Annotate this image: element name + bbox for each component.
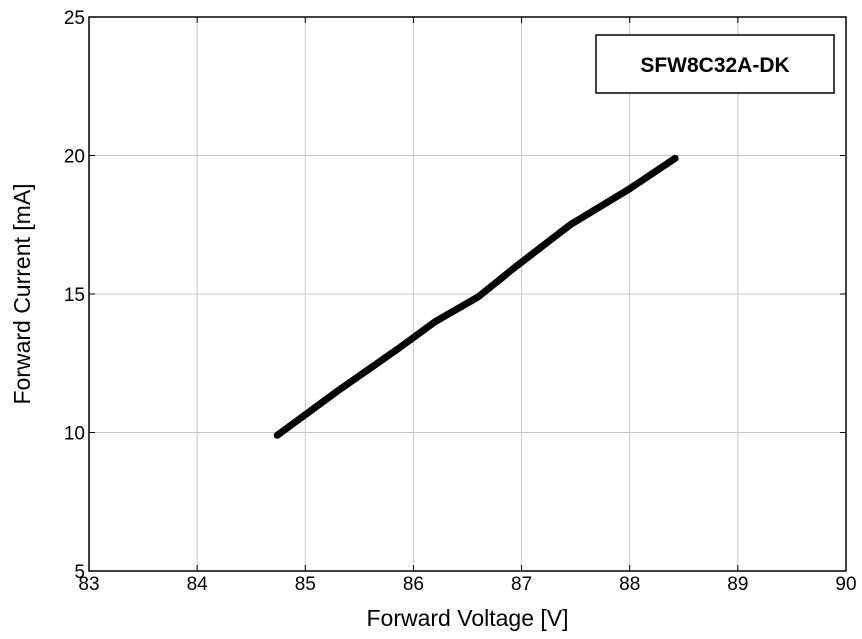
x-tick-label: 83: [78, 574, 99, 595]
legend-box: [595, 34, 835, 94]
y-tick-label: 10: [64, 424, 85, 445]
x-tick-label: 85: [295, 574, 316, 595]
legend: SFW8C32A-DK: [595, 34, 835, 94]
y-axis-title: Forward Current [mA]: [9, 183, 35, 404]
y-tick-label: 25: [64, 8, 85, 29]
x-tick-label: 90: [835, 574, 856, 595]
legend-label: SFW8C32A-DK: [640, 54, 789, 77]
y-tick-label: 5: [74, 562, 85, 583]
series-line: [273, 154, 679, 439]
x-tick-label: 84: [187, 574, 209, 595]
grid: [89, 17, 846, 571]
ticks: 83 84 85 86 87 88 89 90 5 10 15 20 25: [64, 8, 857, 595]
x-tick-label: 89: [727, 574, 748, 595]
x-tick-label: 88: [619, 574, 640, 595]
x-axis-title: Forward Voltage [V]: [367, 605, 569, 631]
x-tick-label: 86: [403, 574, 424, 595]
series: [273, 154, 679, 439]
y-tick-label: 15: [64, 285, 85, 306]
y-tick-label: 20: [64, 147, 85, 168]
x-tick-label: 87: [511, 574, 532, 595]
